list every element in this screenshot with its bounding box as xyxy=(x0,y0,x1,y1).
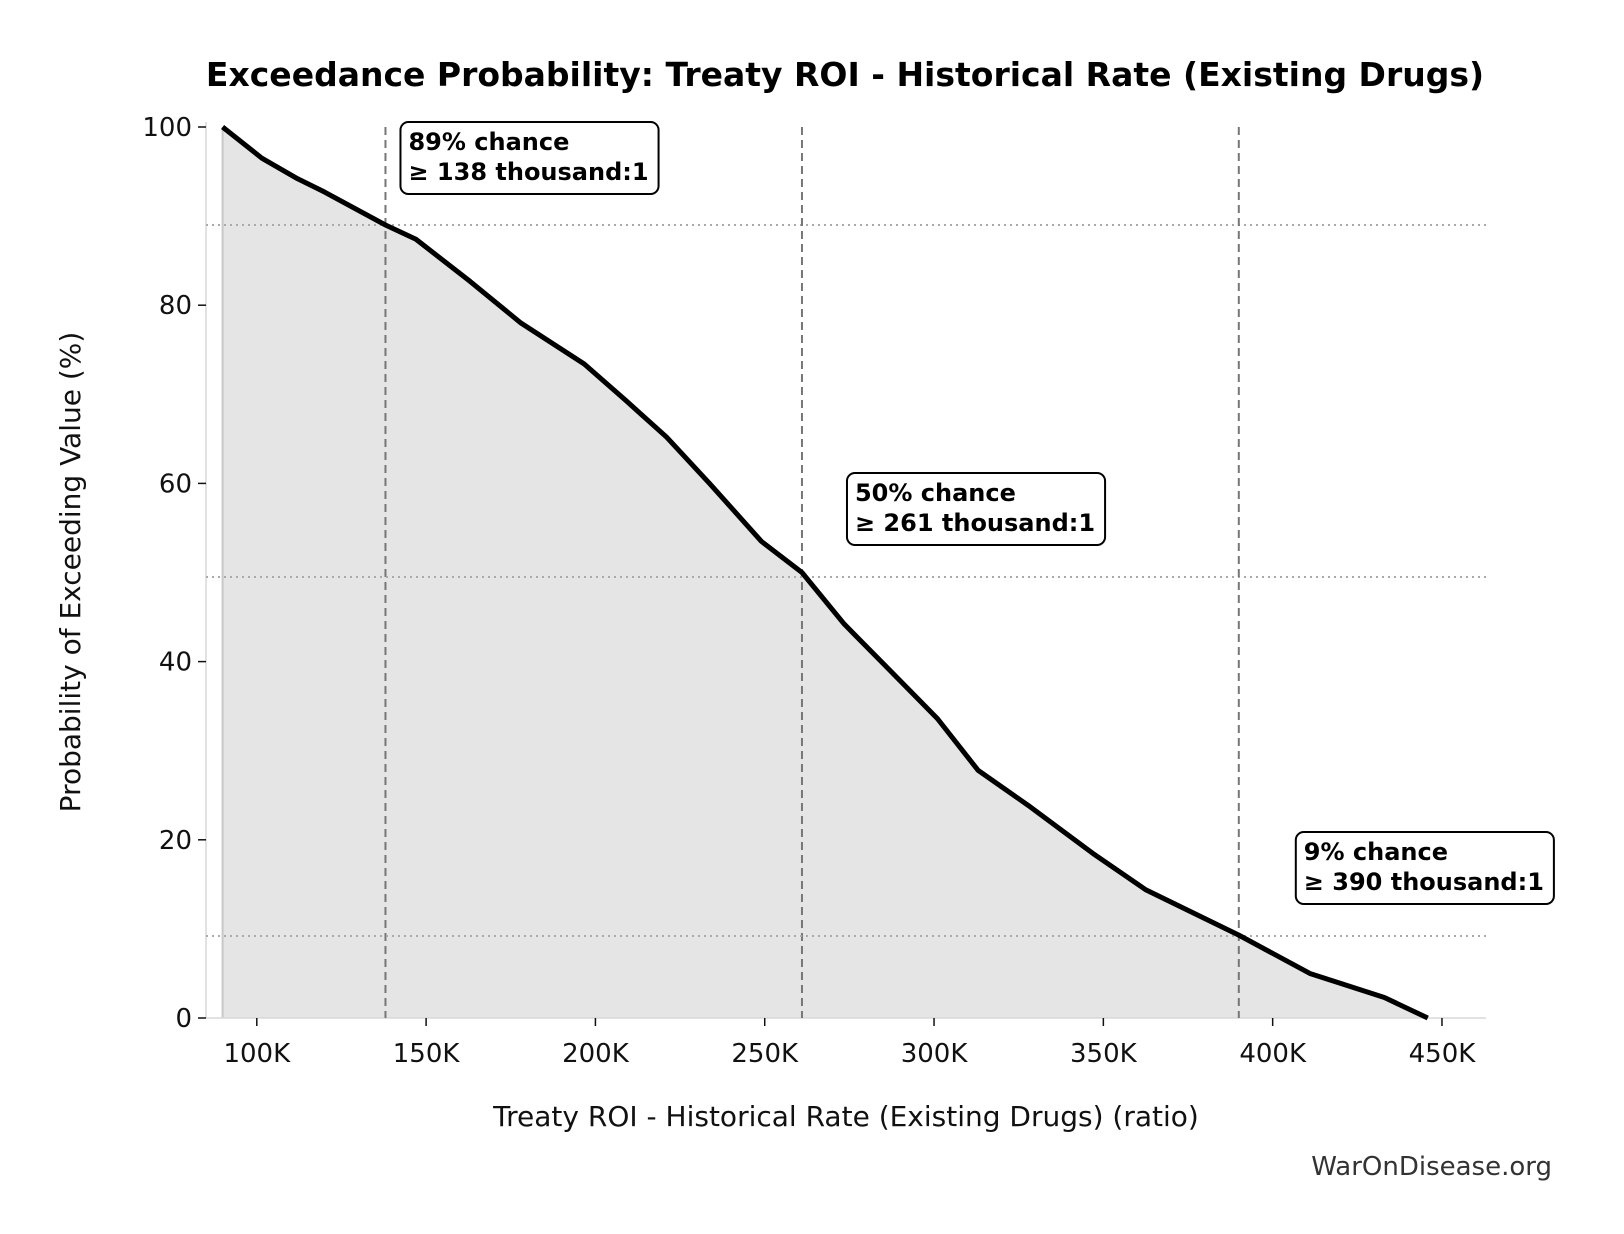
y-axis-label: Probability of Exceeding Value (%) xyxy=(54,332,87,813)
y-tick-label: 20 xyxy=(159,826,192,856)
annotation-line1: 89% chance xyxy=(408,128,569,156)
annotation-line1: 9% chance xyxy=(1304,838,1448,866)
annotation-line2: ≥ 390 thousand:1 xyxy=(1304,868,1544,896)
annotation-frame xyxy=(399,121,660,195)
annotation-frame xyxy=(845,472,1107,546)
exceedance-curve xyxy=(221,125,1429,1021)
x-tick-label: 450K xyxy=(1409,1039,1477,1069)
x-tick-label: 400K xyxy=(1239,1039,1307,1069)
y-tick-label: 60 xyxy=(159,469,192,499)
y-tick-label: 40 xyxy=(159,648,192,678)
y-tick-label: 100 xyxy=(142,113,192,143)
x-tick-label: 150K xyxy=(393,1039,461,1069)
x-tick-label: 100K xyxy=(223,1039,291,1069)
area-fill xyxy=(222,127,1428,1018)
x-tick-label: 300K xyxy=(901,1039,969,1069)
x-tick-label: 200K xyxy=(562,1039,630,1069)
annotation-box: 50% chance≥ 261 thousand:1 xyxy=(845,472,1107,546)
y-tick-label: 80 xyxy=(159,291,192,321)
watermark: WarOnDisease.org xyxy=(1311,1152,1552,1182)
annotation-box: 9% chance≥ 390 thousand:1 xyxy=(1294,831,1555,905)
x-tick-label: 250K xyxy=(731,1039,799,1069)
annotation-frame xyxy=(1294,831,1555,905)
x-axis-label: Treaty ROI - Historical Rate (Existing D… xyxy=(492,1100,1199,1133)
x-tick-label: 350K xyxy=(1070,1039,1138,1069)
plot-area: 100K 150K 200K 250K 300K 350K 400K 450K 0 20 40 60 8… xyxy=(142,113,1555,1069)
chart-title: Exceedance Probability: Treaty ROI - His… xyxy=(206,55,1484,94)
annotation-box: 89% chance≥ 138 thousand:1 xyxy=(399,121,660,195)
annotation-line2: ≥ 138 thousand:1 xyxy=(408,158,648,186)
y-tick-label: 0 xyxy=(175,1004,192,1034)
annotation-line1: 50% chance xyxy=(855,479,1016,507)
annotation-line2: ≥ 261 thousand:1 xyxy=(855,509,1095,537)
